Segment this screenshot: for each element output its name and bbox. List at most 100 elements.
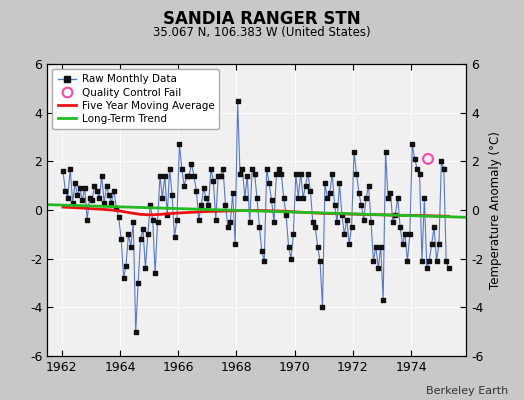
- Point: [253, 195, 261, 201]
- Point: [158, 195, 167, 201]
- Point: [246, 219, 254, 225]
- Point: [408, 141, 417, 148]
- Point: [304, 170, 312, 177]
- Point: [85, 195, 94, 201]
- Point: [226, 219, 235, 225]
- Point: [112, 204, 121, 211]
- Point: [139, 226, 147, 233]
- Point: [236, 170, 244, 177]
- Point: [59, 168, 67, 174]
- Point: [97, 173, 106, 179]
- Point: [357, 202, 366, 208]
- Point: [343, 216, 351, 223]
- Point: [107, 200, 116, 206]
- Point: [124, 231, 133, 238]
- Point: [76, 185, 84, 191]
- Point: [204, 202, 213, 208]
- Point: [224, 224, 232, 230]
- Point: [197, 202, 205, 208]
- Point: [90, 182, 99, 189]
- Point: [122, 263, 130, 269]
- Point: [416, 170, 424, 177]
- Point: [403, 258, 412, 264]
- Text: 35.067 N, 106.383 W (United States): 35.067 N, 106.383 W (United States): [153, 26, 371, 39]
- Point: [398, 241, 407, 247]
- Point: [260, 258, 268, 264]
- Point: [347, 224, 356, 230]
- Point: [81, 185, 89, 191]
- Point: [355, 190, 363, 196]
- Point: [444, 265, 453, 272]
- Point: [297, 170, 305, 177]
- Point: [270, 219, 278, 225]
- Point: [100, 200, 108, 206]
- Point: [78, 197, 86, 204]
- Point: [231, 241, 239, 247]
- Y-axis label: Temperature Anomaly (°C): Temperature Anomaly (°C): [489, 131, 502, 289]
- Point: [166, 166, 174, 172]
- Point: [258, 248, 266, 254]
- Point: [156, 173, 164, 179]
- Point: [134, 280, 143, 286]
- Point: [148, 216, 157, 223]
- Point: [61, 187, 70, 194]
- Text: SANDIA RANGER STN: SANDIA RANGER STN: [163, 10, 361, 28]
- Point: [369, 258, 378, 264]
- Point: [241, 195, 249, 201]
- Point: [88, 197, 96, 204]
- Point: [333, 219, 341, 225]
- Point: [316, 258, 324, 264]
- Point: [200, 185, 208, 191]
- Point: [432, 258, 441, 264]
- Point: [437, 158, 445, 164]
- Point: [352, 170, 361, 177]
- Point: [362, 195, 370, 201]
- Point: [282, 212, 290, 218]
- Point: [161, 173, 169, 179]
- Point: [394, 195, 402, 201]
- Point: [285, 243, 293, 250]
- Point: [323, 195, 332, 201]
- Point: [117, 236, 125, 242]
- Point: [146, 202, 155, 208]
- Point: [335, 180, 344, 186]
- Point: [168, 192, 176, 199]
- Point: [93, 187, 101, 194]
- Point: [389, 219, 397, 225]
- Point: [95, 195, 104, 201]
- Point: [272, 170, 281, 177]
- Point: [379, 297, 387, 303]
- Point: [127, 243, 135, 250]
- Point: [83, 216, 91, 223]
- Point: [313, 243, 322, 250]
- Point: [292, 170, 300, 177]
- Point: [435, 241, 443, 247]
- Point: [275, 166, 283, 172]
- Point: [267, 197, 276, 204]
- Point: [216, 173, 225, 179]
- Point: [428, 241, 436, 247]
- Point: [289, 231, 298, 238]
- Point: [311, 224, 320, 230]
- Point: [255, 224, 264, 230]
- Point: [406, 231, 414, 238]
- Point: [279, 195, 288, 201]
- Point: [265, 180, 274, 186]
- Point: [442, 258, 451, 264]
- Text: Berkeley Earth: Berkeley Earth: [426, 386, 508, 396]
- Point: [325, 190, 334, 196]
- Point: [425, 258, 433, 264]
- Point: [69, 200, 77, 206]
- Point: [190, 173, 198, 179]
- Point: [321, 180, 329, 186]
- Point: [180, 182, 189, 189]
- Point: [233, 97, 242, 104]
- Point: [170, 234, 179, 240]
- Point: [345, 241, 353, 247]
- Point: [228, 190, 237, 196]
- Point: [309, 219, 317, 225]
- Point: [141, 265, 150, 272]
- Point: [418, 258, 426, 264]
- Point: [110, 187, 118, 194]
- Point: [424, 156, 432, 162]
